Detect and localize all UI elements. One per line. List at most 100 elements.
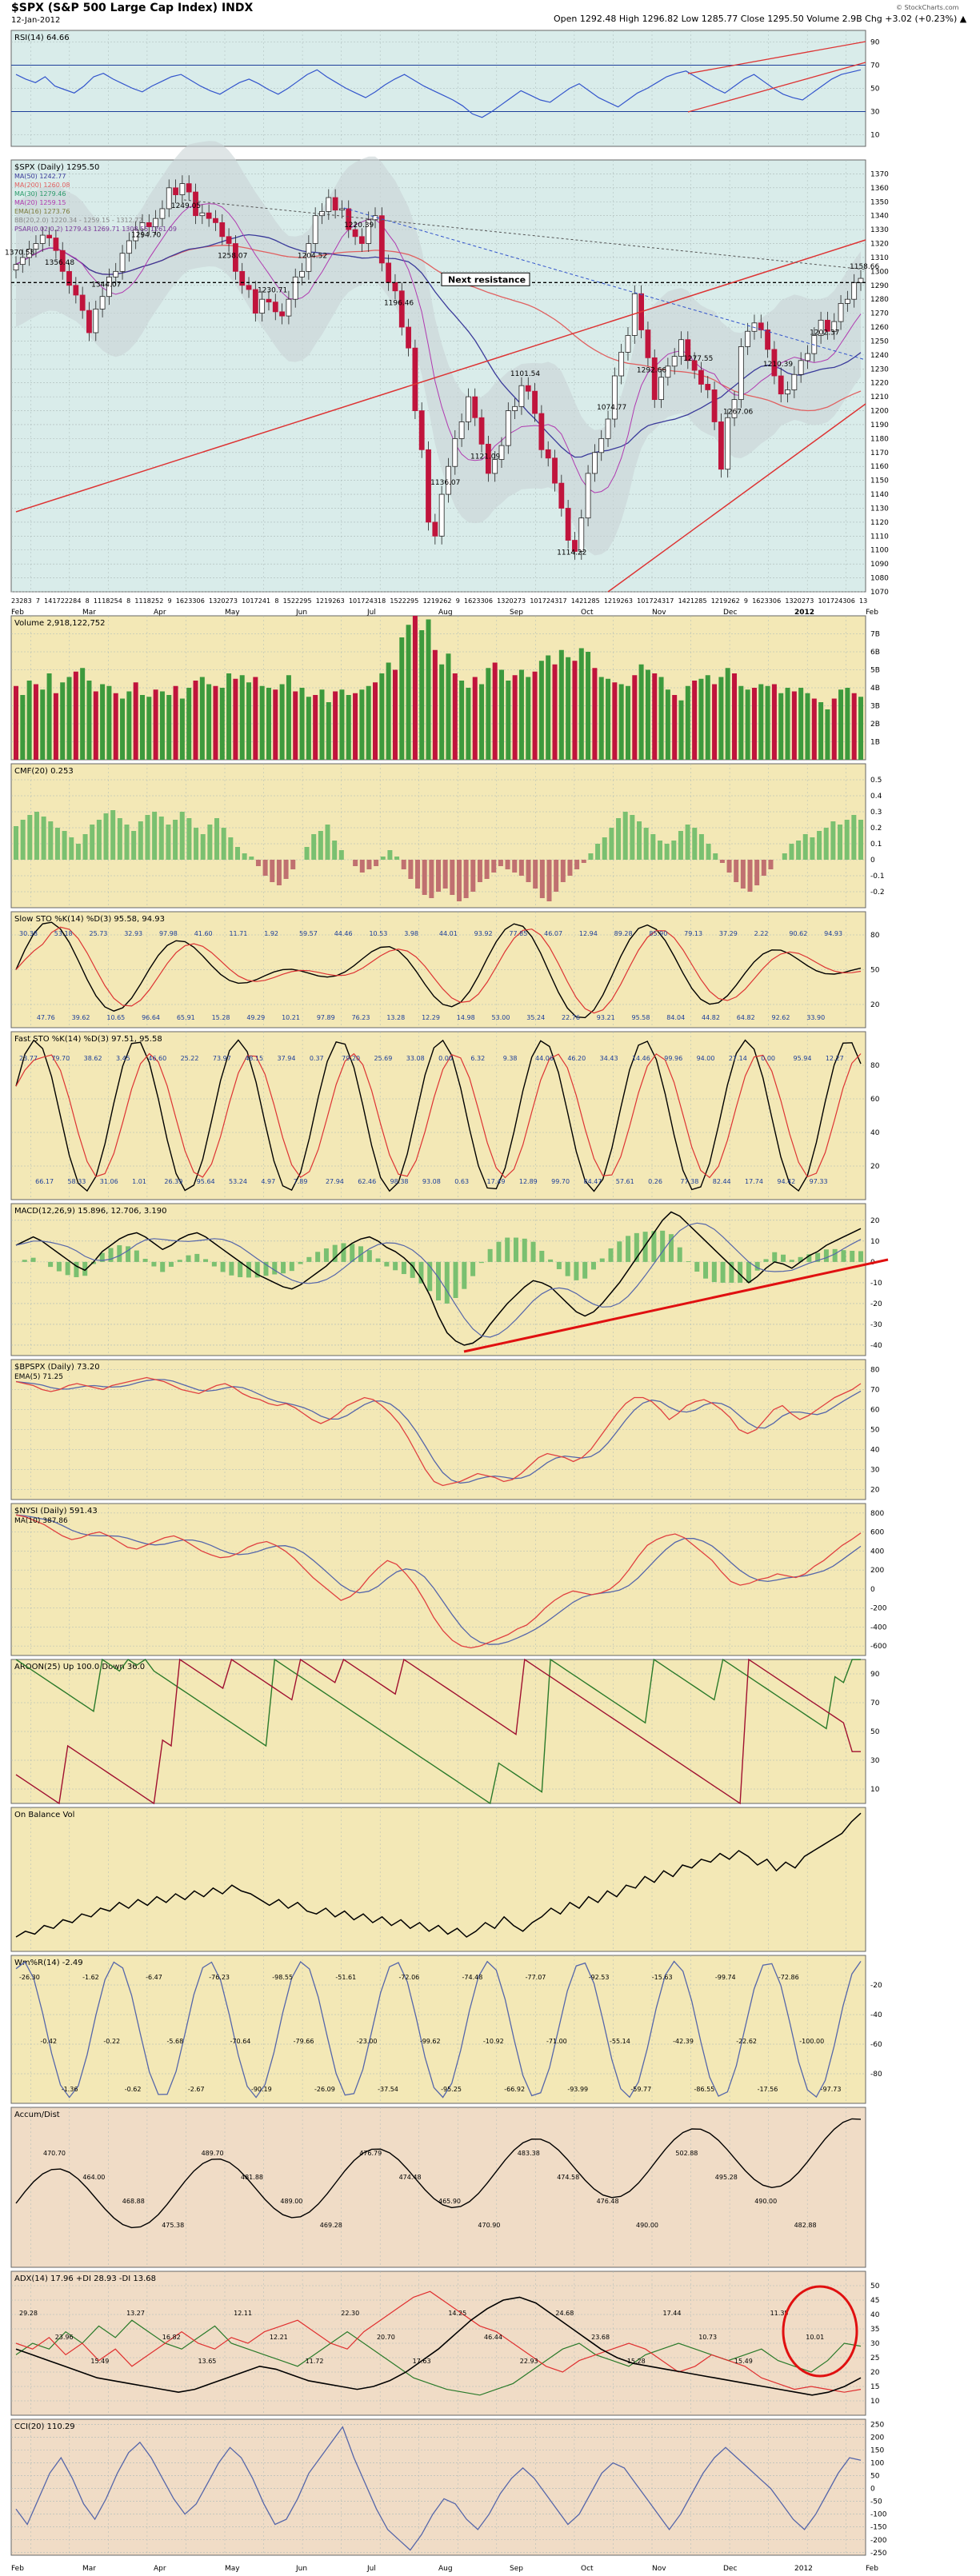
macd-histogram-bar <box>530 1241 536 1262</box>
date-tick-label: 22 <box>398 597 406 605</box>
adx-minus-di-line <box>15 2290 862 2393</box>
cmf-bar <box>546 860 552 901</box>
accum-dist-label: 470.70 <box>43 2150 66 2157</box>
fast-sto-label: 27.94 <box>326 1178 344 1185</box>
adx-label: 16.82 <box>162 2334 181 2341</box>
candle-body <box>611 375 618 420</box>
candle-body <box>805 353 810 361</box>
month-label: Mar <box>82 609 96 617</box>
volume-bar <box>326 702 331 760</box>
macd-histogram-bar <box>74 1261 79 1277</box>
macd-tick-label: -20 <box>870 1300 882 1308</box>
cmf-bar <box>228 837 234 860</box>
date-tick-label: 3 <box>28 597 32 605</box>
macd-tick-label: -30 <box>870 1321 882 1329</box>
volume-bar <box>712 684 718 760</box>
obv-line <box>15 1812 862 1938</box>
volume-bar <box>353 693 358 760</box>
nysi-tick-label: -400 <box>870 1623 887 1631</box>
cmf-bar <box>643 828 649 860</box>
date-tick-label: 31 <box>554 597 562 605</box>
date-tick-label: 16 <box>752 597 760 605</box>
fast-sto-label: 12.27 <box>826 1055 844 1062</box>
willr-label: -74.48 <box>462 1974 483 1981</box>
date-tick-label: 8 <box>274 597 278 605</box>
macd-histogram-bar <box>281 1261 286 1274</box>
slow-sto-label: 53.18 <box>54 930 73 937</box>
fast-sto-label: 31.06 <box>100 1178 118 1185</box>
price-annotation: 1356.48 <box>45 259 74 267</box>
cci-panel: 250 200 150 100 50 0 -50 -100 -150 -200 -250 CCI(20… <box>10 2418 887 2558</box>
bpspx-panel: 80 70 60 50 40 30 20 $BPSPX (Daily) 73.20EMA(5)… <box>10 1359 880 1500</box>
fast-sto-label: 27.14 <box>729 1055 747 1062</box>
accum-dist-label: 475.38 <box>162 2222 184 2229</box>
candle-body <box>279 311 285 317</box>
date-tick-label: 15 <box>283 597 291 605</box>
volume-bar <box>100 684 106 760</box>
macd-histogram-bar <box>590 1261 596 1270</box>
cmf-bar <box>851 815 857 860</box>
price-legend-item: PSAR(0.02,0.2) 1279.43 1269.71 1308.55 1… <box>14 226 177 233</box>
cci-panel-bg <box>10 2418 866 2556</box>
volume-bar <box>598 677 604 760</box>
volume-bar <box>552 664 558 760</box>
candle-body <box>678 339 684 357</box>
candle-body <box>332 197 338 211</box>
quote-line: Open 1292.48 High 1296.82 Low 1285.77 Cl… <box>554 14 967 24</box>
price-annotation: 1136.07 <box>430 479 460 487</box>
cmf-bar <box>332 841 338 860</box>
date-tick-label: 9 <box>168 597 172 605</box>
macd-histogram-bar <box>272 1261 278 1275</box>
footer-month-label: Apr <box>154 2565 166 2573</box>
candle-body <box>725 417 731 470</box>
macd-histogram-bar <box>781 1254 786 1262</box>
accum-dist-label: 470.90 <box>478 2222 500 2229</box>
date-tick-label: 24 <box>258 597 266 605</box>
volume-bar <box>558 649 564 760</box>
adx-label: 11.72 <box>306 2358 324 2365</box>
willr-label: -10.92 <box>483 2038 504 2045</box>
volume-bar <box>392 669 398 760</box>
macd-histogram-bar <box>720 1261 726 1283</box>
slow-sto-label: 46.07 <box>544 930 562 937</box>
cmf-bar <box>359 860 365 873</box>
footer-axis: Feb Mar Apr May Jun Jul Aug Sep Oct Nov Dec 2012 Feb <box>11 2565 878 2573</box>
volume-bar <box>665 689 670 760</box>
footer-month-label: Oct <box>581 2565 594 2573</box>
aroon-panel: 90 70 50 30 10 AROON(25) Up 100.0 Down 36.0 <box>10 1658 880 1805</box>
fast-sto-label: 23.77 <box>19 1055 38 1062</box>
accum-dist-line <box>15 2118 862 2229</box>
date-tick-label: 21 <box>579 597 587 605</box>
macd-histogram-bar <box>522 1238 527 1262</box>
price-annotation: 1204.52 <box>298 253 327 261</box>
cmf-bar <box>761 860 766 876</box>
cmf-bar <box>830 821 836 860</box>
macd-histogram-bar <box>565 1261 570 1276</box>
cmf-bar <box>823 828 829 860</box>
date-tick-label: 30 <box>842 597 850 605</box>
volume-tick-label: 2B <box>870 721 880 729</box>
volume-bar <box>53 693 58 760</box>
candle-body <box>858 278 864 283</box>
cmf-bar <box>595 844 601 860</box>
slow-sto-label: 96.64 <box>142 1014 160 1021</box>
accum-dist-label: 481.88 <box>241 2174 263 2181</box>
footer-month-label: Nov <box>652 2565 666 2573</box>
cmf-bar <box>48 821 54 860</box>
volume-bar <box>785 688 790 760</box>
volume-bar <box>412 616 418 760</box>
cmf-bar <box>387 850 393 860</box>
volume-bar <box>778 693 784 760</box>
slow-sto-label: 25.73 <box>89 930 107 937</box>
slow-sto-label: 93.21 <box>597 1014 615 1021</box>
slow-sto-label: 49.29 <box>246 1014 265 1021</box>
accum-dist-label: 474.48 <box>399 2174 422 2181</box>
price-tick-label: 1090 <box>870 561 889 569</box>
cmf-bar <box>574 860 580 869</box>
fast-sto-label: 0.00 <box>761 1055 775 1062</box>
cmf-bar <box>318 831 323 860</box>
footer-month-label: Feb <box>11 2565 24 2573</box>
month-label: Sep <box>510 609 523 617</box>
slow-sto-label: 44.82 <box>702 1014 720 1021</box>
